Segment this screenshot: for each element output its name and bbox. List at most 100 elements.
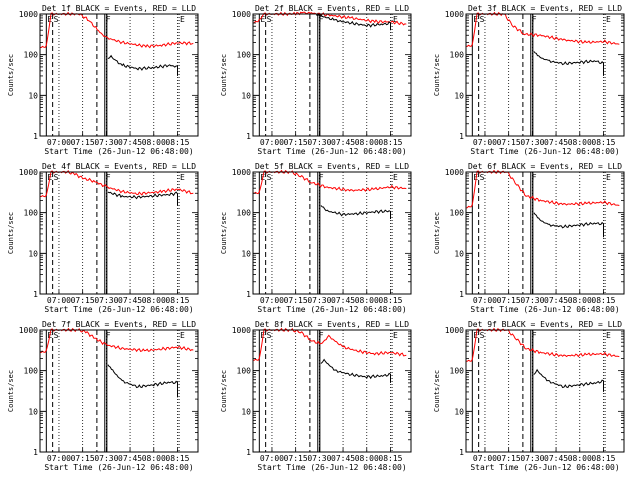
y-tick-label: 10 [28,249,38,258]
y-tick-label: 1 [459,132,464,141]
panel-title: Det 1f BLACK = Events, RED = LLD [42,4,196,13]
plot-frame [465,171,625,295]
series-line [320,205,391,219]
x-tick-label: 08:15 [165,296,189,305]
event-marker-label: F [532,331,537,340]
event-marker-label: F [319,15,324,24]
y-axis-label: Counts/sec [7,370,15,412]
y-tick-label: 1000 [445,168,464,177]
series-line [40,169,194,198]
x-tick-label: 07:00 [47,138,71,147]
y-axis-label: Counts/sec [220,54,228,96]
x-tick-label: 07:15 [71,454,95,463]
panel-title: Det 6f BLACK = Events, RED = LLD [468,162,622,171]
series-line [533,212,604,238]
x-tick-label: 07:00 [47,296,71,305]
x-axis-label: Start Time (26-Jun-12 06:48:00) [257,147,406,156]
series-line [40,11,194,49]
x-tick-label: 07:00 [473,296,497,305]
series-line [533,368,604,392]
event-marker-label: S [267,173,272,182]
panel-title: Det 8f BLACK = Events, RED = LLD [255,320,409,329]
y-tick-label: 10 [28,407,38,416]
plot-frame [252,171,412,295]
x-tick-label: 08:15 [378,296,402,305]
event-marker-label: F [106,173,111,182]
event-marker-label: S [480,15,485,24]
plot-frame [252,329,412,453]
series-line [466,327,620,362]
x-axis-label: Start Time (26-Jun-12 06:48:00) [470,463,619,472]
x-tick-label: 07:30 [520,138,544,147]
x-axis-label: Start Time (26-Jun-12 06:48:00) [44,463,193,472]
y-axis-label: Counts/sec [7,212,15,254]
y-tick-label: 1000 [19,326,38,335]
x-tick-label: 08:15 [591,138,615,147]
y-tick-label: 10 [454,249,464,258]
y-tick-label: 100 [24,367,39,376]
panel-title: Det 3f BLACK = Events, RED = LLD [468,4,622,13]
event-marker-label: E [180,15,185,24]
series-line [253,169,407,195]
x-tick-label: 07:15 [284,454,308,463]
event-marker-label: F [106,15,111,24]
y-tick-label: 10 [241,91,251,100]
event-marker-label: F [106,331,111,340]
event-marker-label: S [54,15,59,24]
event-marker-label: E [180,173,185,182]
y-tick-label: 1000 [445,326,464,335]
x-tick-label: 08:00 [355,138,379,147]
event-marker-label: E [606,15,611,24]
series-line [466,11,620,47]
x-tick-label: 07:30 [307,138,331,147]
x-tick-label: 07:15 [497,138,521,147]
event-marker-label: E [393,15,398,24]
event-marker-label: F [532,173,537,182]
panel-title: Det 2f BLACK = Events, RED = LLD [255,4,409,13]
y-tick-label: 100 [24,209,39,218]
panel-title: Det 4f BLACK = Events, RED = LLD [42,162,196,171]
y-axis-label: Counts/sec [220,212,228,254]
x-tick-label: 08:00 [355,296,379,305]
series-line [39,327,194,353]
x-tick-label: 07:15 [497,296,521,305]
y-tick-label: 1000 [19,10,38,19]
y-tick-label: 1 [246,290,251,299]
x-tick-label: 07:45 [118,454,142,463]
plot-frame [465,13,625,137]
y-tick-label: 100 [24,51,39,60]
x-tick-label: 07:15 [71,138,95,147]
x-tick-label: 08:15 [165,454,189,463]
panel-title: Det 5f BLACK = Events, RED = LLD [255,162,409,171]
x-tick-label: 08:00 [355,454,379,463]
y-axis-label: Counts/sec [433,212,441,254]
series-line [107,191,178,206]
x-tick-label: 07:00 [473,138,497,147]
x-tick-label: 07:30 [307,296,331,305]
x-tick-label: 07:00 [260,454,284,463]
series-line [533,51,604,76]
y-tick-label: 100 [237,51,252,60]
event-marker-label: F [319,173,324,182]
y-tick-label: 10 [454,91,464,100]
x-tick-label: 07:15 [71,296,95,305]
x-tick-label: 08:15 [591,296,615,305]
y-tick-label: 10 [241,407,251,416]
x-tick-label: 07:30 [307,454,331,463]
plot-frame [465,329,625,453]
x-tick-label: 07:30 [520,454,544,463]
x-tick-label: 07:45 [544,138,568,147]
y-tick-label: 1 [459,290,464,299]
series-line [107,364,178,398]
y-tick-label: 1 [33,290,38,299]
y-tick-label: 100 [237,209,252,218]
y-axis-label: Counts/sec [7,54,15,96]
series-line [107,54,178,76]
y-tick-label: 1 [459,448,464,457]
y-axis-label: Counts/sec [433,54,441,96]
plot-frame [39,329,199,453]
x-tick-label: 08:00 [568,138,592,147]
event-marker-label: S [267,15,272,24]
